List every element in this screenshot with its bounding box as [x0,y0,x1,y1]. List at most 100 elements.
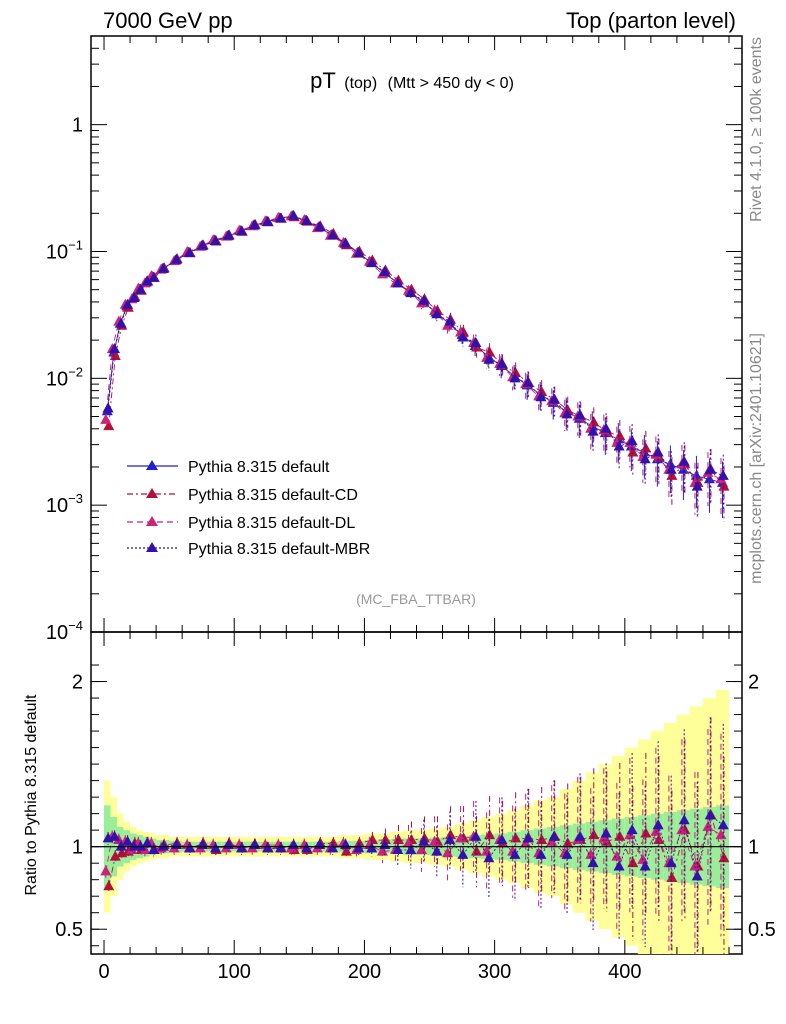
main-y-tick-label: 10−1 [46,237,83,263]
ratio-marker [704,809,716,820]
ratio-marker [626,824,638,835]
ratio-marker [209,842,221,853]
ratio-marker [405,843,417,854]
main-marker [444,315,456,326]
main-marker [665,463,677,474]
main-marker [141,275,153,286]
ratio-marker [262,842,274,853]
ratio-ylabel: Ratio to Pythia 8.315 default [23,694,40,896]
legend-marker-cd [146,488,158,498]
x-tick-label: 300 [478,961,511,983]
main-marker [600,422,612,433]
main-marker [236,225,248,236]
ratio-series-line [107,814,724,877]
legend-entry-mbr: Pythia 8.315 default-MBR [127,541,370,558]
main-marker [223,229,235,240]
main-marker [340,237,352,248]
ratio-marker [183,842,195,853]
main-marker [691,480,703,491]
legend-entry-default: Pythia 8.315 default [127,459,330,476]
ratio-marker [548,830,560,841]
ratio-marker [392,834,404,845]
x-tick-label: 100 [218,961,251,983]
header-right: Top (parton level) [566,8,736,33]
ratio-marker [702,820,714,831]
main-marker [392,277,404,288]
ratio-marker [717,819,729,830]
ratio-marker [483,852,495,863]
ratio-marker [416,843,428,854]
main-marker [115,317,127,328]
main-marker [587,425,599,436]
main-marker [717,469,729,480]
plot-title-main: pT [310,68,336,93]
ratio-marker [135,840,147,851]
main-marker [379,265,391,276]
main-marker [135,283,147,294]
main-series-line [107,215,724,488]
rivet-label: Rivet 4.1.0, ≥ 100k events [748,37,765,222]
ratio-marker [366,842,378,853]
analysis-label: (MC_FBA_TTBAR) [356,591,476,607]
main-marker [418,294,430,305]
ratio-marker [522,832,534,843]
legend-label-mbr: Pythia 8.315 default-MBR [188,541,370,558]
ratio-marker [574,830,586,841]
main-marker [522,376,534,387]
main-marker [470,336,482,347]
legend-label-dl: Pythia 8.315 default-DL [188,515,355,532]
main-series-line [105,215,722,484]
main-y-tick-label: 10−3 [46,491,83,517]
ratio-marker [340,845,352,856]
main-marker [275,212,287,223]
legend-entry-dl: Pythia 8.315 default-DL [127,515,355,532]
main-series-group [102,209,729,519]
ratio-marker [470,830,482,841]
plot-title: pT (top) (Mtt > 450 dy < 0) [310,68,514,93]
main-marker [128,291,140,302]
ratio-marker [561,848,573,859]
ratio-marker [431,845,443,856]
main-marker [574,409,586,420]
legend-label-default: Pythia 8.315 default [188,459,330,476]
ratio-marker [444,834,456,845]
main-marker [509,372,521,383]
main-y-tick-label: 10−2 [46,364,83,390]
ratio-marker [109,850,121,861]
ratio-marker [109,830,121,841]
legend-marker-default [146,460,158,470]
ratio-marker [115,840,127,851]
legend-marker-dl [146,516,158,526]
ratio-marker [376,845,388,856]
main-marker [314,220,326,231]
ratio-marker [509,848,521,859]
main-marker [209,234,221,245]
ratio-y-tick-label-right: 2 [748,672,759,694]
main-marker [703,473,715,484]
ratio-marker [327,842,339,853]
ratio-marker [157,840,169,851]
ratio-marker [496,834,508,845]
main-y-tick-label: 1 [72,115,83,137]
main-marker [249,219,261,230]
main-marker [548,393,560,404]
main-marker [535,391,547,402]
main-marker [483,353,495,364]
main-marker [405,287,417,298]
ratio-series-group [102,717,729,954]
ratio-y-tick-label: 1 [72,837,83,859]
ratio-marker [353,842,365,853]
main-marker [353,247,365,258]
main-marker [157,262,169,273]
main-marker [262,215,274,226]
main-marker [666,469,678,480]
ratio-marker [418,835,430,846]
ratio-marker [457,848,469,859]
legend-label-cd: Pythia 8.315 default-CD [188,487,358,504]
legend-marker-mbr [146,542,158,552]
ratio-marker [392,843,404,854]
ratio-marker [301,842,313,853]
header-left: 7000 GeV pp [103,8,233,33]
main-marker [561,408,573,419]
